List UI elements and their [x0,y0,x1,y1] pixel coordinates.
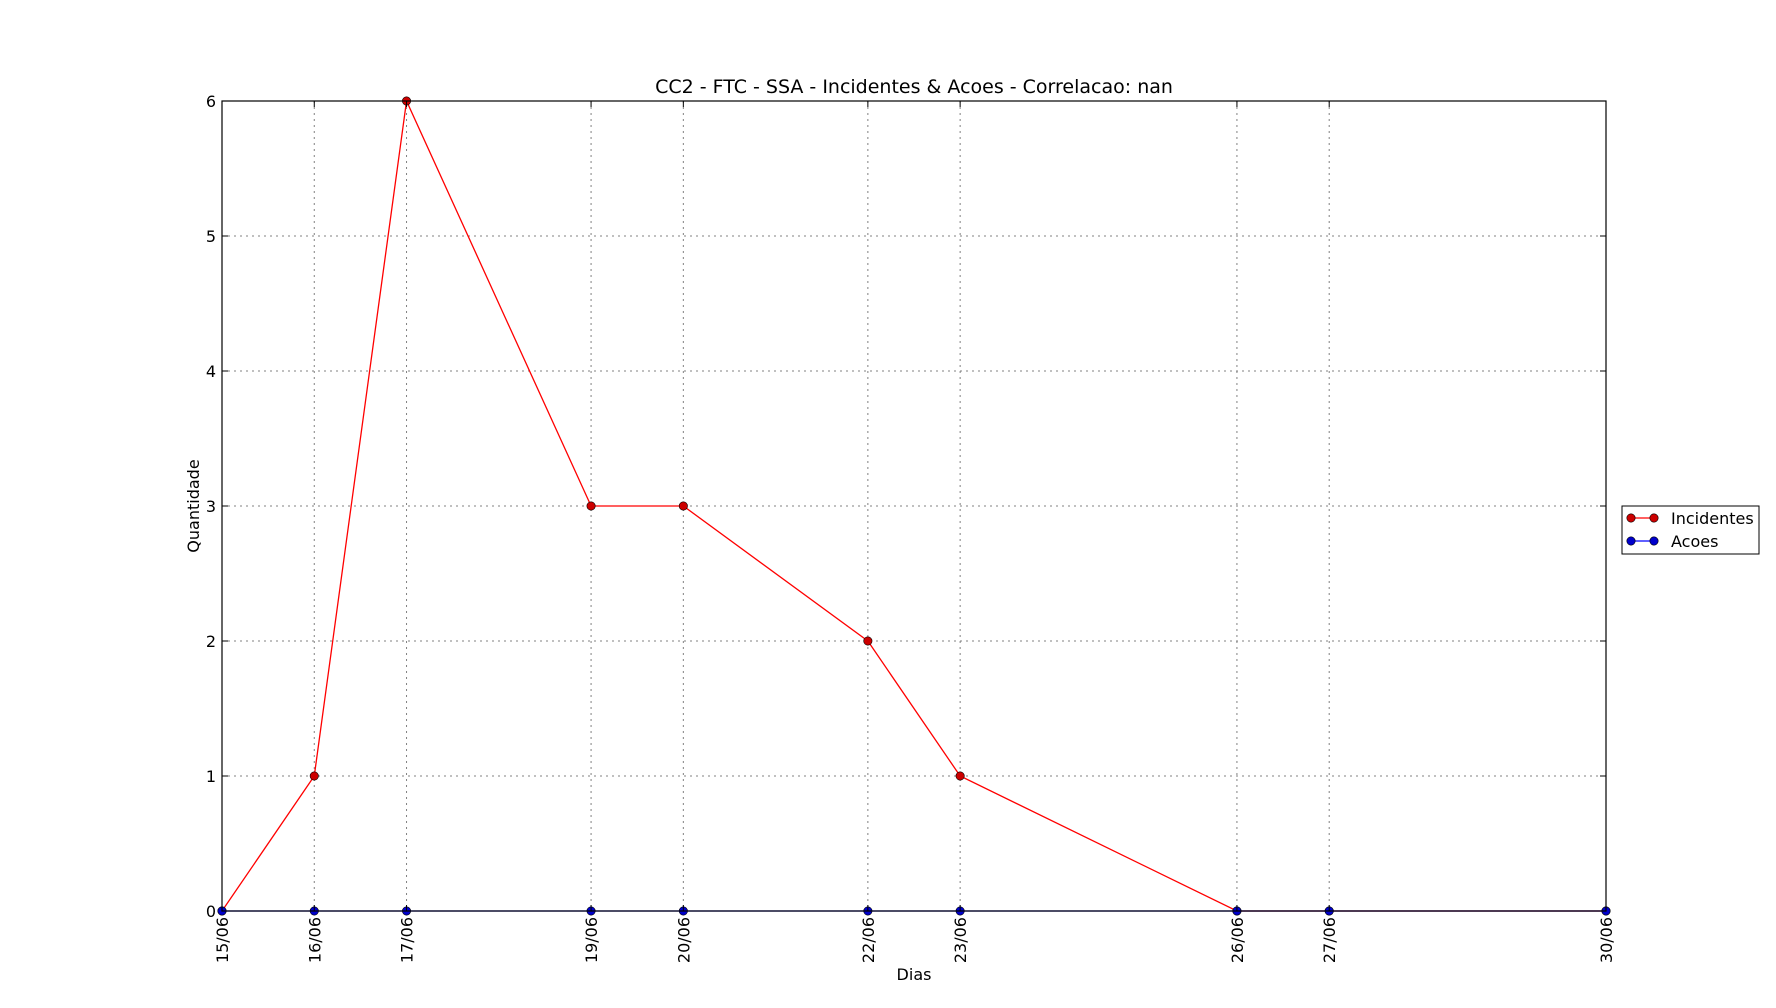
x-tick-label: 23/06 [951,917,970,963]
y-axis-label: Quantidade [184,459,203,552]
x-tick-label: 19/06 [582,917,601,963]
legend: Incidentes Acoes [1621,505,1760,555]
data-point-incidentes [678,501,688,511]
legend-item-incidentes: Incidentes [1626,509,1754,528]
x-tick-label: 27/06 [1320,917,1339,963]
data-point-incidentes [309,771,319,781]
legend-label-acoes: Acoes [1671,532,1718,551]
x-tick-label: 26/06 [1228,917,1247,963]
axis-ticks: 0 1 2 3 4 5 6 15/06 16/06 17/06 19/06 20/06 22/06 23/… [206,92,1616,963]
legend-marker-incidentes [1626,513,1636,523]
y-tick-label: 0 [206,902,216,921]
y-tick-label: 5 [206,227,216,246]
y-tick-label: 3 [206,497,216,516]
legend-box [1621,505,1760,555]
y-tick-label: 6 [206,92,216,111]
data-point-incidentes [955,771,965,781]
legend-marker-acoes [1626,536,1636,546]
y-tick-label: 4 [206,362,216,381]
x-tick-label: 20/06 [674,917,693,963]
x-tick-label: 30/06 [1597,917,1616,963]
data-point-incidentes [586,501,596,511]
y-tick-label: 1 [206,767,216,786]
data-point-incidentes [863,636,873,646]
x-tick-label: 22/06 [859,917,878,963]
x-tick-label: 15/06 [213,917,232,963]
y-tick-label: 2 [206,632,216,651]
x-tick-label: 17/06 [398,917,417,963]
chart-title: CC2 - FTC - SSA - Incidentes & Acoes - C… [655,76,1173,98]
legend-label-incidentes: Incidentes [1671,509,1754,528]
legend-item-acoes: Acoes [1626,532,1718,551]
legend-marker-incidentes [1649,513,1659,523]
x-tick-label: 16/06 [305,917,324,963]
legend-marker-acoes [1649,536,1659,546]
grid-lines [221,100,1607,912]
x-axis-label: Dias [897,965,932,984]
